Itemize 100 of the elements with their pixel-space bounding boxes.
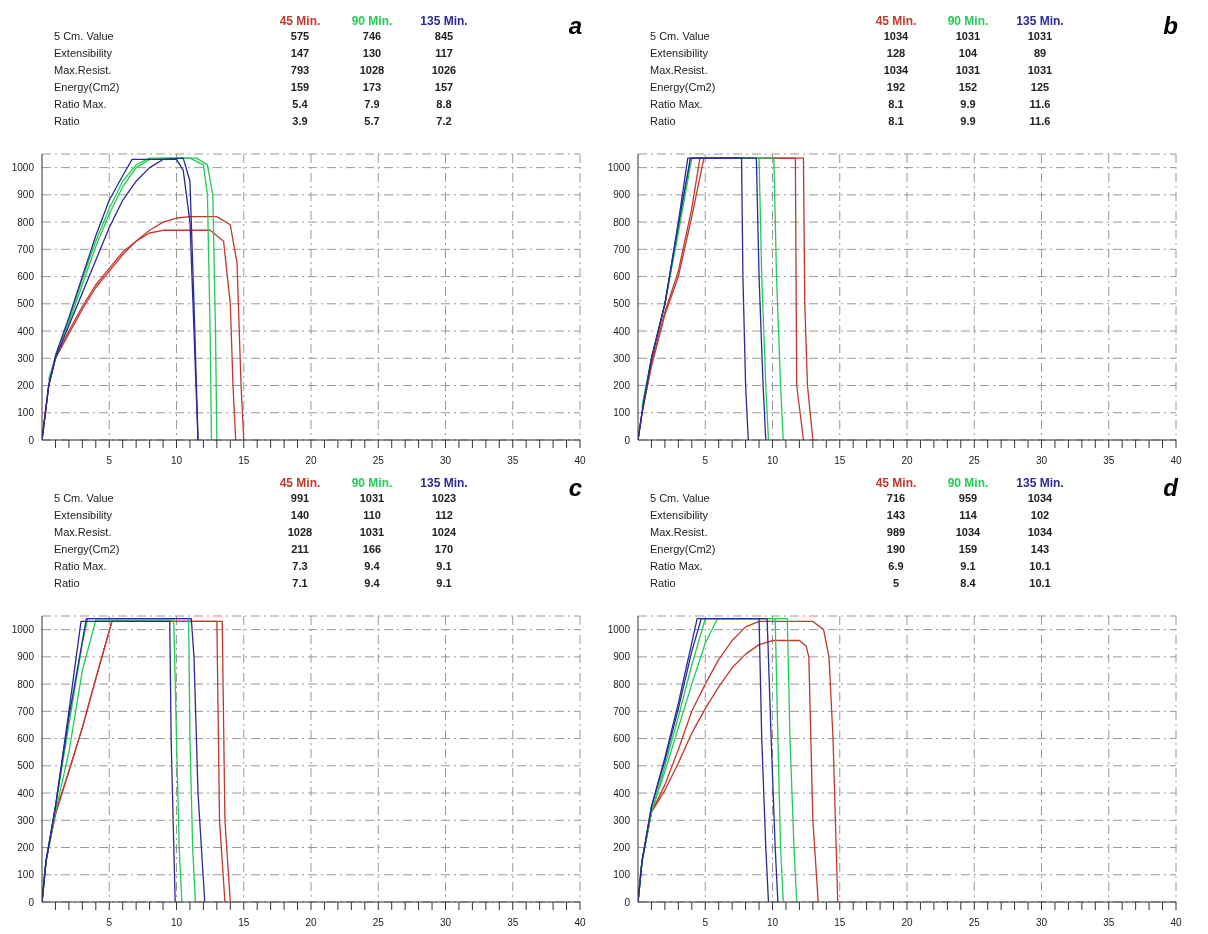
y-tick-label: 500 — [17, 298, 35, 310]
text: 135 Min. — [419, 476, 469, 490]
text: 45 Min. — [874, 476, 918, 490]
y-tick-label: 300 — [17, 814, 35, 826]
text: 8.4 — [959, 576, 977, 591]
y-tick-label: 1000 — [607, 624, 631, 636]
text: Energy(Cm2) — [54, 80, 121, 95]
text: 190 — [885, 542, 907, 557]
x-tick-label: 5 — [106, 455, 113, 466]
y-tick-label: 600 — [17, 271, 35, 283]
text: 1034 — [1026, 491, 1054, 506]
text: 135 Min. — [1015, 14, 1065, 28]
y-tick-label: 400 — [613, 787, 631, 799]
text: 166 — [361, 542, 383, 557]
text: 9.4 — [363, 576, 381, 591]
text: Energy(Cm2) — [54, 542, 121, 557]
y-tick-label: 600 — [613, 271, 631, 283]
text: 9.1 — [435, 576, 453, 591]
text: 45 Min. — [278, 14, 322, 28]
text: 211 — [290, 542, 310, 557]
text: 1028 — [358, 63, 386, 78]
text: 5 Cm. Value — [54, 29, 115, 44]
text: 845 — [433, 29, 455, 44]
chart-title: c — [568, 474, 582, 502]
text: 10.1 — [1028, 559, 1052, 574]
text: 9.9 — [959, 114, 977, 129]
text: 1034 — [882, 29, 910, 44]
x-tick-label: 15 — [238, 917, 250, 928]
text: 143 — [885, 508, 907, 523]
text: Energy(Cm2) — [650, 80, 717, 95]
text: 8.1 — [887, 114, 905, 129]
text: Max.Resist. — [650, 63, 709, 78]
x-tick-label: 40 — [574, 917, 586, 928]
x-tick-label: 20 — [901, 455, 913, 466]
y-tick-label: 1000 — [607, 162, 631, 174]
y-tick-label: 600 — [17, 733, 35, 745]
text: Max.Resist. — [54, 63, 113, 78]
x-tick-label: 10 — [170, 917, 183, 928]
x-tick-label: 40 — [1170, 455, 1182, 466]
y-tick-label: 900 — [613, 189, 631, 201]
text: Ratio — [54, 576, 81, 591]
text: 143 — [1029, 542, 1051, 557]
text: 90 Min. — [946, 476, 990, 490]
text: Ratio — [650, 114, 677, 129]
y-tick-label: 800 — [613, 216, 631, 228]
text: 135 Min. — [1015, 476, 1065, 490]
x-tick-label: 5 — [702, 455, 709, 466]
text: Ratio Max. — [650, 559, 704, 574]
chart-title: b — [1163, 12, 1178, 40]
text: 1034 — [1026, 525, 1054, 540]
text: 5 Cm. Value — [650, 491, 711, 506]
text: 9.4 — [363, 559, 381, 574]
y-tick-label: 1000 — [11, 624, 35, 636]
y-tick-label: 300 — [613, 814, 631, 826]
y-tick-label: 0 — [624, 896, 631, 908]
text: 1031 — [358, 491, 386, 506]
text: 89 — [1032, 46, 1048, 61]
x-tick-label: 20 — [305, 917, 317, 928]
y-tick-label: 400 — [17, 325, 35, 337]
text: 157 — [433, 80, 455, 95]
text: Extensibility — [54, 46, 114, 61]
x-tick-label: 35 — [507, 917, 519, 928]
y-tick-label: 900 — [17, 189, 35, 201]
text: 11.6 — [1028, 114, 1052, 129]
y-tick-label: 300 — [17, 352, 35, 364]
y-tick-label: 700 — [613, 243, 631, 255]
y-tick-label: 700 — [613, 705, 631, 717]
x-tick-label: 35 — [1103, 917, 1115, 928]
text: 1031 — [1026, 29, 1054, 44]
x-tick-label: 25 — [968, 455, 981, 466]
y-tick-label: 1000 — [11, 162, 35, 174]
text: 114 — [958, 508, 978, 523]
y-tick-label: 100 — [17, 869, 35, 881]
y-tick-label: 900 — [613, 651, 631, 663]
text: 128 — [885, 46, 907, 61]
y-tick-label: 100 — [17, 407, 35, 419]
text: 1031 — [954, 29, 982, 44]
x-tick-label: 30 — [1035, 917, 1048, 928]
text: 5.4 — [291, 97, 309, 112]
y-tick-label: 700 — [17, 243, 35, 255]
y-tick-label: 500 — [613, 298, 631, 310]
x-tick-label: 20 — [901, 917, 913, 928]
text: 90 Min. — [350, 14, 394, 28]
x-tick-label: 15 — [834, 455, 846, 466]
x-tick-label: 40 — [1170, 917, 1182, 928]
text: 1023 — [430, 491, 458, 506]
x-tick-label: 30 — [439, 917, 452, 928]
y-tick-label: 100 — [613, 407, 631, 419]
text: 11.6 — [1028, 97, 1052, 112]
x-tick-label: 20 — [305, 455, 317, 466]
x-tick-label: 15 — [834, 917, 846, 928]
text: 112 — [434, 508, 454, 523]
x-tick-label: 5 — [702, 917, 709, 928]
y-tick-label: 600 — [613, 733, 631, 745]
text: 991 — [289, 491, 311, 506]
text: Energy(Cm2) — [650, 542, 717, 557]
text: 147 — [289, 46, 311, 61]
y-tick-label: 200 — [17, 842, 35, 854]
text: 716 — [885, 491, 907, 506]
y-tick-label: 400 — [613, 325, 631, 337]
